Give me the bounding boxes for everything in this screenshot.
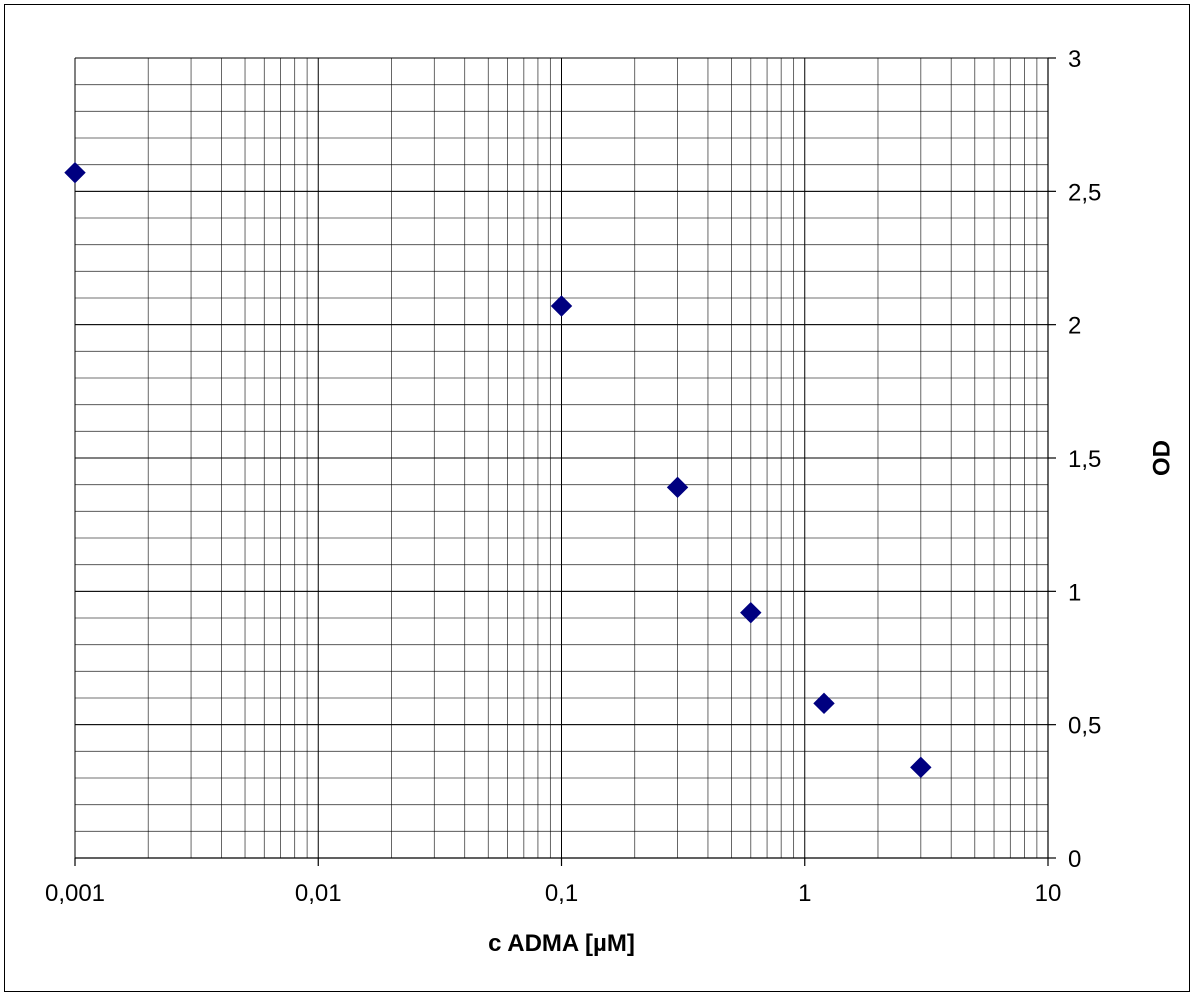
- x-tick-label: 0,1: [545, 880, 578, 907]
- y-tick-label: 0: [1068, 846, 1081, 873]
- data-point: [550, 295, 573, 317]
- y-tick-label: 2: [1068, 313, 1081, 340]
- data-point: [910, 756, 932, 779]
- y-tick-labels: 0 0,5 1 1,5 2 2,5 3: [1068, 46, 1101, 873]
- y-tick-label: 0,5: [1068, 713, 1101, 740]
- axes: [74, 57, 1056, 866]
- x-tick-label: 0,001: [45, 880, 105, 907]
- data-points: [64, 161, 932, 779]
- x-axis-title: c ADMA [µM]: [488, 930, 635, 957]
- data-point: [666, 476, 689, 499]
- x-tick-labels: 0,001 0,01 0,1 1 10: [45, 880, 1061, 907]
- major-gridlines: [74, 57, 1049, 859]
- y-tick-label: 2,5: [1068, 179, 1101, 206]
- data-point: [740, 601, 762, 624]
- y-axis-title: OD: [1148, 440, 1175, 476]
- x-tick-label: 1: [798, 880, 811, 907]
- x-tick-label: 0,01: [295, 880, 342, 907]
- x-tick-label: 10: [1035, 880, 1062, 907]
- y-tick-label: 3: [1068, 46, 1081, 73]
- chart-frame: [4, 4, 1190, 992]
- y-tick-label: 1,5: [1068, 446, 1101, 473]
- y-tick-label: 1: [1068, 579, 1081, 606]
- data-point: [813, 692, 835, 715]
- data-point: [64, 161, 86, 184]
